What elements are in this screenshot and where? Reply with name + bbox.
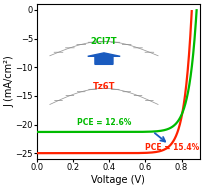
Text: PCE = 12.6%: PCE = 12.6% [76, 118, 131, 126]
Y-axis label: J (mA/cm²): J (mA/cm²) [4, 56, 14, 107]
Text: Tz6T: Tz6T [92, 82, 115, 91]
FancyArrow shape [87, 53, 120, 64]
X-axis label: Voltage (V): Voltage (V) [91, 175, 145, 185]
Text: PCE = 15.4%: PCE = 15.4% [145, 143, 199, 152]
Text: 2Cl7T: 2Cl7T [90, 37, 117, 46]
